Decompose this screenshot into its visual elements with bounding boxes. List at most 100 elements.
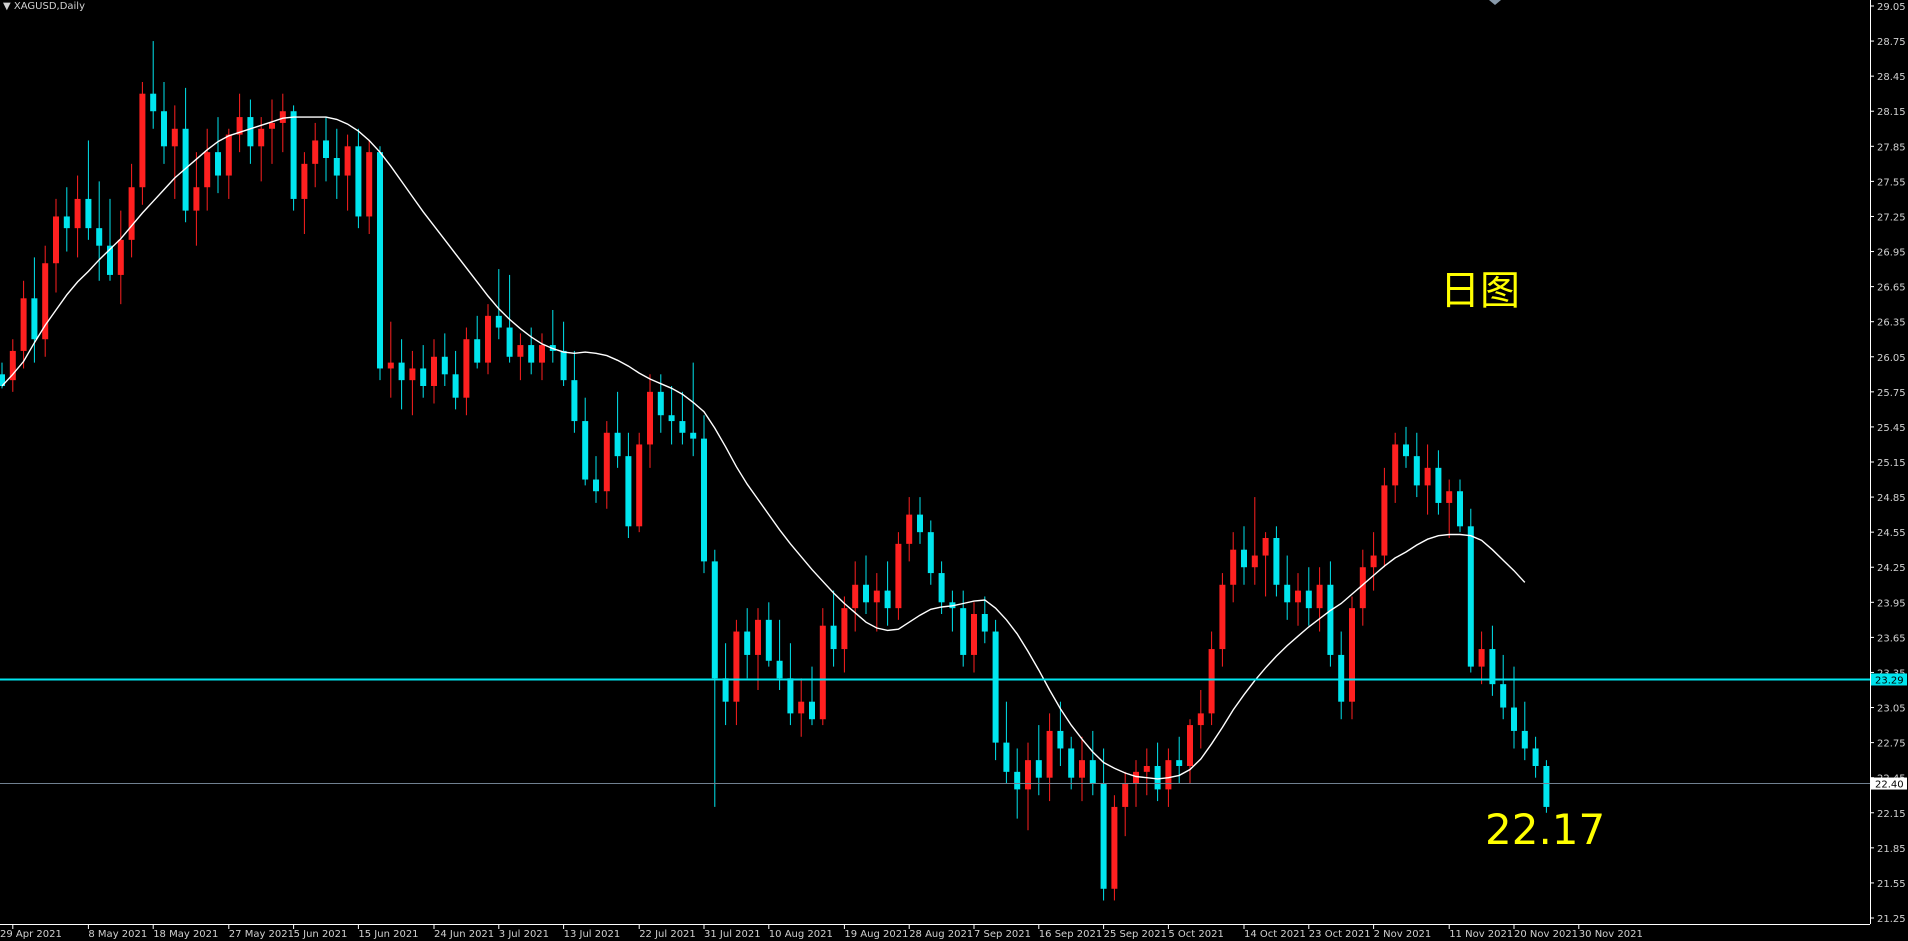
candle bbox=[171, 105, 178, 199]
candle-body bbox=[85, 198, 92, 229]
candle-body bbox=[809, 701, 815, 720]
candle-body bbox=[1025, 760, 1031, 790]
candle-body bbox=[1176, 760, 1183, 766]
time-axis: 29 Apr 2021 8 May 2021 18 May 2021 27 May 2… bbox=[0, 924, 1643, 940]
candle bbox=[1003, 701, 1010, 784]
candle bbox=[398, 339, 405, 410]
x-tick-label: 13 Jul 2021 bbox=[564, 929, 621, 940]
candle bbox=[992, 619, 999, 761]
candle bbox=[1446, 479, 1453, 538]
candle-body bbox=[495, 315, 502, 328]
candle bbox=[765, 602, 772, 667]
candle-body bbox=[625, 456, 632, 527]
candle bbox=[1327, 561, 1334, 667]
candle bbox=[1403, 426, 1409, 468]
candle bbox=[668, 386, 675, 445]
x-tick-label: 5 Oct 2021 bbox=[1168, 929, 1223, 940]
candle bbox=[690, 362, 697, 457]
candle bbox=[873, 573, 880, 632]
candle bbox=[625, 432, 632, 538]
candle-body bbox=[279, 111, 286, 123]
candle bbox=[1089, 730, 1096, 796]
candle bbox=[938, 561, 945, 614]
candle-body bbox=[1035, 760, 1042, 778]
candle bbox=[1068, 736, 1075, 790]
candle bbox=[1230, 532, 1237, 603]
candle-body bbox=[398, 362, 405, 381]
candle bbox=[841, 596, 848, 673]
x-tick-label: 11 Nov 2021 bbox=[1449, 929, 1513, 940]
shift-marker-icon[interactable] bbox=[1489, 0, 1501, 5]
candle-body bbox=[539, 345, 545, 363]
candle-body bbox=[517, 345, 524, 357]
candle-body bbox=[128, 187, 135, 240]
candle-body bbox=[463, 339, 470, 398]
candle-body bbox=[863, 584, 869, 603]
candle bbox=[755, 608, 761, 690]
candle bbox=[0, 362, 5, 389]
candle bbox=[63, 187, 70, 252]
candle bbox=[1208, 631, 1215, 726]
candle bbox=[236, 93, 243, 153]
candle bbox=[1349, 596, 1355, 720]
candle-body bbox=[830, 625, 837, 650]
price-annotation: 22.17 bbox=[1485, 805, 1606, 854]
candle-body bbox=[1478, 649, 1485, 667]
x-tick-label: 7 Sep 2021 bbox=[974, 929, 1031, 940]
candle-body bbox=[1187, 725, 1193, 766]
candle-body bbox=[895, 543, 902, 609]
candle-body bbox=[1500, 684, 1507, 708]
candle bbox=[1295, 573, 1301, 626]
candle-body bbox=[733, 631, 740, 702]
candle bbox=[463, 327, 470, 416]
candle bbox=[53, 198, 59, 293]
candle bbox=[636, 432, 643, 533]
candle bbox=[1122, 771, 1129, 837]
candle bbox=[269, 99, 275, 164]
candle-body bbox=[366, 152, 373, 217]
candle-body bbox=[711, 561, 718, 679]
candle bbox=[474, 315, 481, 369]
level-price-tag: 23.29 bbox=[1871, 673, 1907, 686]
candle-body bbox=[744, 631, 751, 655]
candle-body bbox=[1165, 760, 1172, 790]
candle bbox=[366, 140, 373, 234]
candle-body bbox=[1392, 444, 1399, 486]
x-tick-label: 15 Jun 2021 bbox=[358, 929, 418, 940]
x-tick-label: 24 Jun 2021 bbox=[434, 929, 494, 940]
candle bbox=[1079, 736, 1085, 802]
y-tick-label: 26.65 bbox=[1877, 283, 1906, 294]
candle-body bbox=[204, 152, 211, 188]
candle bbox=[182, 87, 189, 223]
candle-body bbox=[53, 216, 59, 264]
candle-body bbox=[690, 432, 697, 439]
x-tick-label: 23 Oct 2021 bbox=[1309, 929, 1371, 940]
candle-body bbox=[171, 128, 178, 147]
candle bbox=[1273, 526, 1280, 597]
candle bbox=[1100, 748, 1107, 901]
candle-body bbox=[236, 117, 243, 135]
y-tick-label: 26.05 bbox=[1877, 353, 1906, 364]
candle bbox=[679, 391, 686, 445]
candle-body bbox=[906, 514, 913, 544]
candle bbox=[1478, 631, 1485, 685]
candle bbox=[452, 350, 459, 410]
candle bbox=[279, 93, 286, 153]
price-axis: 21.2521.5521.8522.1522.4522.7523.0523.35… bbox=[1870, 2, 1906, 925]
candle-body bbox=[1403, 444, 1409, 457]
candle-body bbox=[452, 374, 459, 398]
candle bbox=[20, 280, 27, 369]
candle bbox=[1489, 625, 1496, 696]
y-tick-label: 25.45 bbox=[1877, 423, 1906, 434]
candle-body bbox=[938, 573, 945, 603]
candle bbox=[1154, 742, 1161, 802]
candle bbox=[225, 128, 232, 199]
y-tick-label: 27.85 bbox=[1877, 142, 1906, 153]
y-tick-label: 23.65 bbox=[1877, 633, 1906, 644]
candle-body bbox=[301, 163, 308, 199]
candle bbox=[776, 619, 783, 690]
candle-body bbox=[355, 146, 362, 217]
x-tick-label: 14 Oct 2021 bbox=[1244, 929, 1306, 940]
candle-body bbox=[344, 146, 351, 176]
